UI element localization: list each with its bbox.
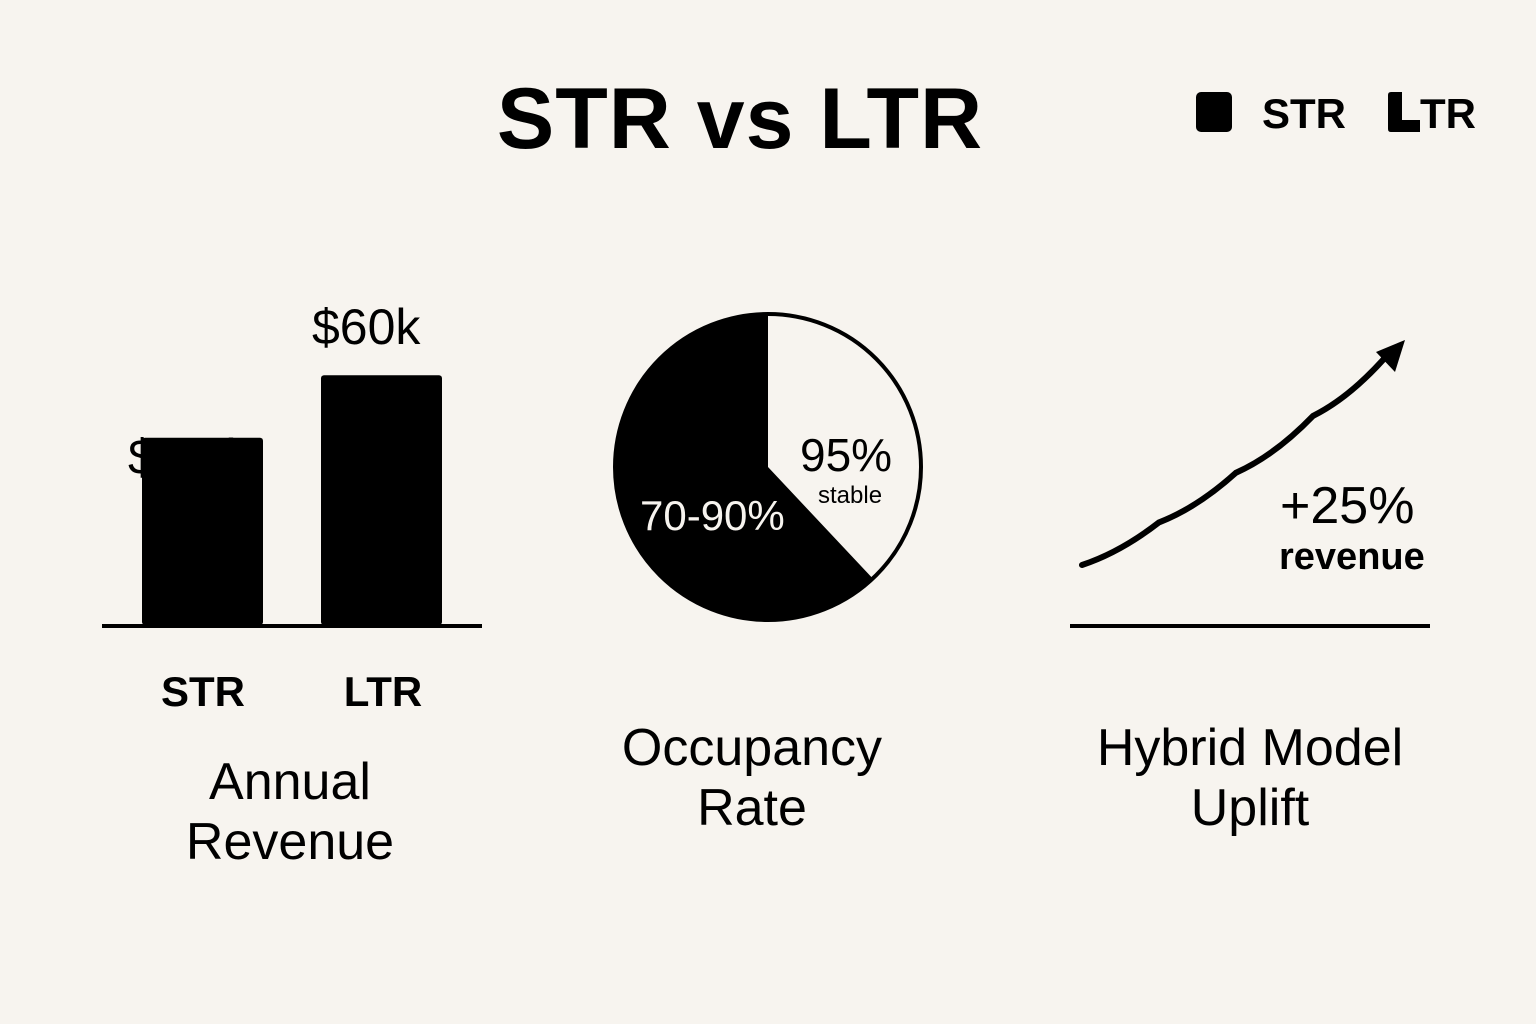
arrowhead-icon <box>1376 340 1405 372</box>
bar-ltr <box>321 375 442 625</box>
uplift-annotation-sublabel: revenue <box>1279 536 1425 578</box>
bar-category-label-ltr: LTR <box>343 668 423 715</box>
occupancy-panel-title: Occupancy Rate <box>621 719 883 837</box>
pie-slice-str <box>615 314 873 620</box>
bar-value-label-ltr: $60k <box>312 299 421 355</box>
legend-ltr-swatch-icon <box>1388 92 1420 132</box>
pie-outline <box>613 312 923 622</box>
bar-category-label-str: STR <box>161 668 245 715</box>
hybrid-panel-title: Hybrid Model Uplift <box>1096 719 1404 837</box>
legend-str-label: STR <box>1262 90 1346 137</box>
annual-revenue-panel-title: Annual Revenue <box>185 753 395 871</box>
uplift-baseline <box>1070 624 1430 628</box>
pie-slice-label-ltr: 95% <box>800 429 893 481</box>
chart-title: STR vs LTR <box>496 71 984 167</box>
bar-str <box>142 437 263 625</box>
bar-value-label-str: $45 k <box>128 429 251 485</box>
pie-slice-sublabel-ltr: stable <box>818 482 883 509</box>
uplift-annotation-value: +25% <box>1280 477 1415 535</box>
pie-slice-label-str: 70-90% <box>640 492 785 539</box>
pie-slice-ltr <box>768 314 921 579</box>
uplift-line <box>1079 349 1393 568</box>
legend-ltr-label: TR <box>1420 90 1476 137</box>
legend-str-swatch-icon <box>1196 92 1232 132</box>
bar-chart-baseline <box>102 624 482 628</box>
